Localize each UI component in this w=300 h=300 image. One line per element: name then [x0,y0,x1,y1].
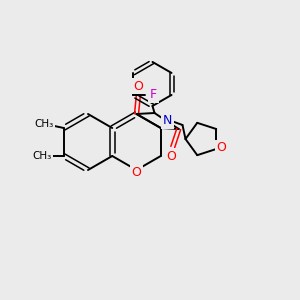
Text: O: O [134,80,143,92]
Text: CH₃: CH₃ [34,119,53,129]
Text: F: F [150,88,157,101]
Text: O: O [166,149,176,163]
Text: CH₃: CH₃ [32,151,51,161]
Text: O: O [216,142,226,154]
Text: O: O [132,166,141,178]
Text: N: N [163,115,172,128]
